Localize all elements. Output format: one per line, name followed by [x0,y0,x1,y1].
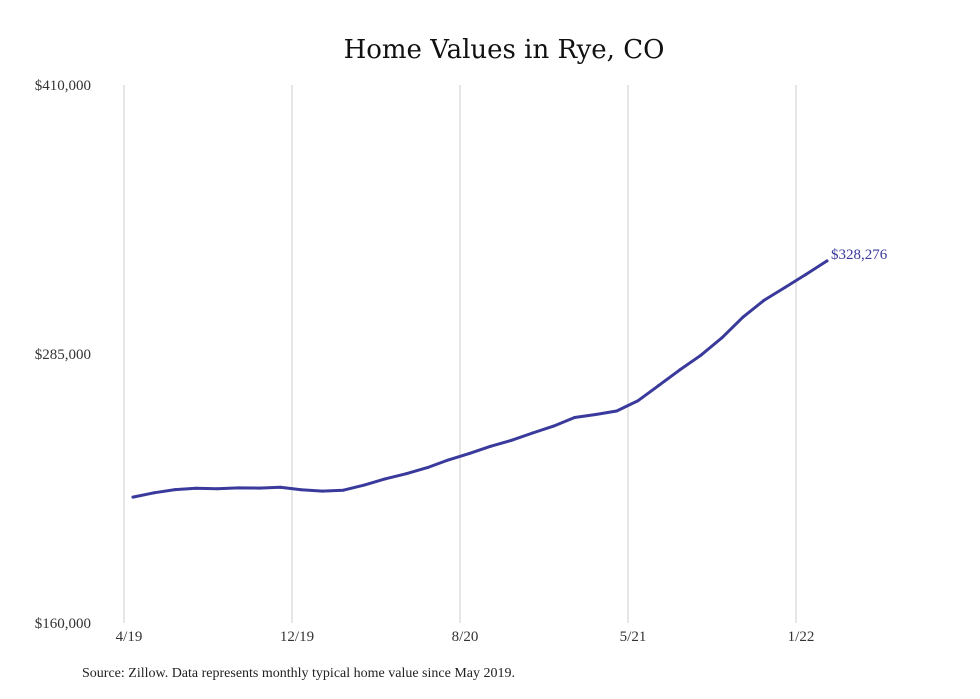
data-point [720,336,724,340]
data-point [489,444,493,448]
data-point [278,485,282,489]
vertical-gridlines [123,85,797,623]
x-tick-label: 12/19 [280,629,314,645]
source-note: Source: Zillow. Data represents monthly … [82,666,515,681]
last-value-label: $328,276 [831,247,888,263]
x-axis-tick-labels: 4/19 12/19 8/20 5/21 1/22 [116,629,815,645]
data-point [152,491,156,495]
data-point [467,451,471,455]
data-point [131,495,135,499]
data-point [404,472,408,476]
data-point [510,438,514,442]
y-tick-label: $410,000 [35,78,91,94]
data-point [762,298,766,302]
chart-title: Home Values in Rye, CO [344,35,665,65]
y-tick-label: $285,000 [35,347,91,363]
home-value-series-line [131,259,829,499]
data-point [425,466,429,470]
data-point [194,486,198,490]
x-tick-label: 4/19 [116,629,143,645]
data-point [173,488,177,492]
y-axis-tick-labels: $410,000 $285,000 $160,000 [35,78,91,632]
data-point [804,272,808,276]
data-point [783,286,787,290]
data-point [446,458,450,462]
data-point [573,415,577,419]
data-point [615,409,619,413]
data-point [215,487,219,491]
data-point [341,488,345,492]
data-point [383,477,387,481]
x-tick-label: 1/22 [788,629,815,645]
data-point [257,486,261,490]
data-point [636,399,640,403]
data-point [531,431,535,435]
data-point [299,488,303,492]
y-tick-label: $160,000 [35,616,91,632]
data-point [594,412,598,416]
data-point [657,383,661,387]
data-point [699,353,703,357]
data-point [825,259,829,263]
data-point [362,483,366,487]
data-point [320,489,324,493]
data-point [678,368,682,372]
data-point [236,486,240,490]
data-point [552,424,556,428]
data-point [741,315,745,319]
x-tick-label: 5/21 [620,629,647,645]
x-tick-label: 8/20 [452,629,479,645]
data-points [131,259,829,499]
